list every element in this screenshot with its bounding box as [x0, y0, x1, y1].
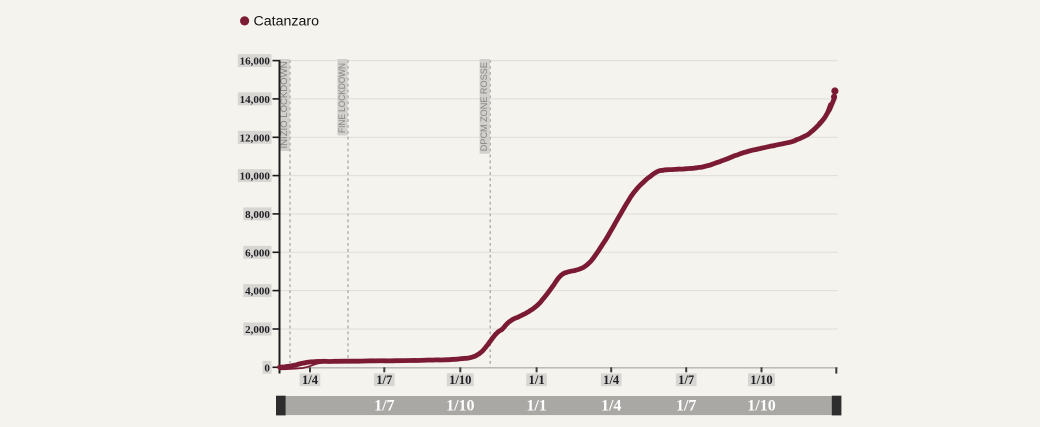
svg-text:1/4: 1/4 [302, 373, 319, 387]
svg-text:1/10: 1/10 [747, 398, 775, 415]
svg-text:8,000: 8,000 [245, 209, 270, 221]
svg-text:4,000: 4,000 [245, 286, 270, 298]
svg-text:1/10: 1/10 [446, 398, 474, 415]
svg-text:12,000: 12,000 [240, 132, 271, 144]
svg-text:10,000: 10,000 [240, 171, 271, 183]
svg-text:1/7: 1/7 [676, 398, 696, 415]
svg-text:DPCM ZONE ROSSE: DPCM ZONE ROSSE [479, 62, 490, 151]
svg-text:1/7: 1/7 [678, 373, 694, 387]
svg-text:1/4: 1/4 [601, 398, 621, 415]
svg-text:16,000: 16,000 [240, 56, 271, 68]
svg-text:1/10: 1/10 [449, 373, 471, 387]
svg-text:1/7: 1/7 [376, 373, 392, 387]
svg-text:1/10: 1/10 [750, 373, 772, 387]
svg-text:2,000: 2,000 [245, 324, 270, 336]
svg-text:6,000: 6,000 [245, 247, 270, 259]
svg-text:1/1: 1/1 [526, 398, 546, 415]
svg-text:1/1: 1/1 [529, 373, 545, 387]
svg-text:14,000: 14,000 [240, 94, 271, 106]
svg-text:0: 0 [264, 362, 270, 374]
svg-text:1/7: 1/7 [374, 398, 394, 415]
svg-text:1/4: 1/4 [603, 373, 620, 387]
svg-text:INIZIO LOCKDOWN: INIZIO LOCKDOWN [279, 61, 290, 148]
svg-text:Catanzaro: Catanzaro [254, 14, 320, 30]
svg-text:FINE LOCKDOWN: FINE LOCKDOWN [337, 63, 348, 133]
